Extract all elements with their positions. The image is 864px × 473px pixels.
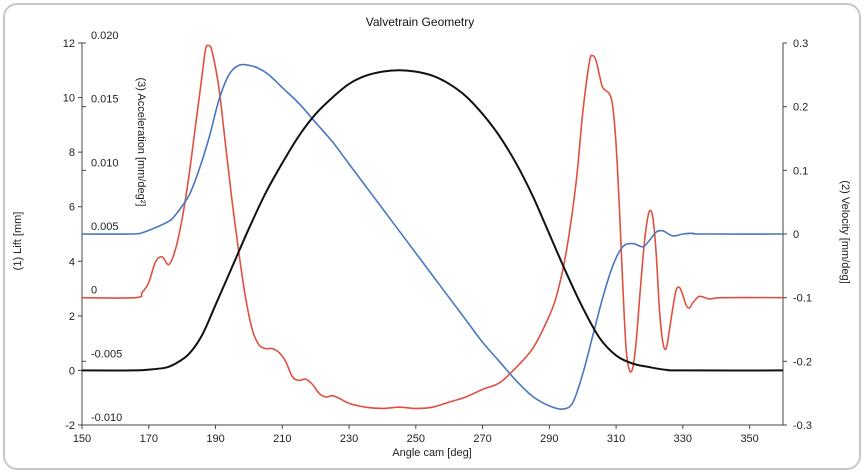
acceleration-tick-label: 0.015 [91,94,119,106]
lift-tick-label: 0 [69,365,75,377]
x-tick-label: 290 [540,433,558,445]
series-lines [81,44,784,410]
axes [81,43,784,426]
acceleration-tick-label: 0.020 [91,30,119,42]
lift-series-line [81,69,784,372]
velocity-tick-label: 0.1 [793,165,808,177]
acceleration-axis-title: (3) Acceleration [mm/deg²] [135,78,147,207]
velocity-tick-label: -0.1 [793,293,812,305]
velocity-tick-label: -0.2 [793,356,812,368]
lift-tick-label: 4 [69,256,75,268]
velocity-tick-label: 0.2 [793,102,808,114]
x-axis-title: Angle cam [deg] [392,447,472,459]
x-tick-label: 170 [140,433,158,445]
lift-tick-label: 6 [69,202,75,214]
x-tick-label: 190 [206,433,224,445]
acceleration-tick-label: -0.005 [91,348,122,360]
velocity-tick-label: -0.3 [793,420,812,432]
x-tick-label: 230 [340,433,358,445]
x-tick-label: 150 [73,433,91,445]
chart-frame [3,3,861,470]
x-tick-label: 250 [407,433,425,445]
lift-tick-label: 8 [69,147,75,159]
x-tick-label: 330 [674,433,692,445]
acceleration-series-line [81,44,784,410]
velocity-tick-label: 0 [793,229,799,241]
lift-tick-label: -2 [65,420,75,432]
lift-tick-label: 2 [69,311,75,323]
acceleration-tick-label: 0 [91,285,97,297]
lift-axis-title: (1) Lift [mm] [12,212,24,271]
velocity-axis-title: (2) Velocity [mm/deg] [839,180,851,283]
x-tick-label: 350 [740,433,758,445]
velocity-tick-label: 0.3 [793,38,808,50]
x-tick-label: 210 [273,433,291,445]
acceleration-tick-label: -0.010 [91,412,122,424]
chart-title: Valvetrain Geometry [366,15,475,29]
x-tick-label: 310 [607,433,625,445]
velocity-series-line [81,63,784,410]
acceleration-tick-label: 0.005 [91,221,119,233]
lift-tick-label: 10 [63,93,75,105]
lift-tick-label: 12 [63,38,75,50]
tick-labels: 150 170 190 210 230 250 270 290 310 330 350 -2 0 2 4 6 8… [63,30,812,445]
x-tick-label: 270 [473,433,491,445]
acceleration-tick-label: 0.010 [91,157,119,169]
